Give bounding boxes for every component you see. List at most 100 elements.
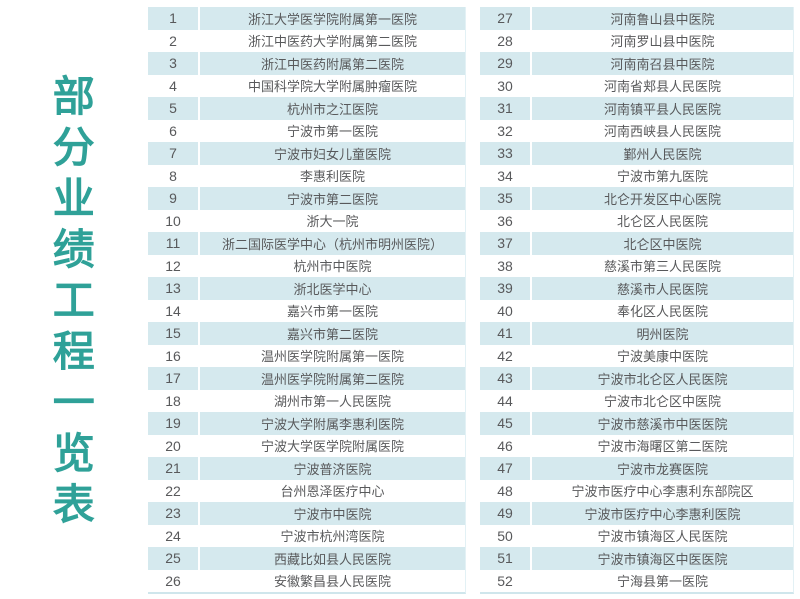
- row-number-cell: 18: [148, 389, 200, 412]
- row-number-cell: 41: [480, 322, 532, 345]
- table-row: 38 慈溪市第三人民医院: [480, 254, 793, 277]
- row-number-cell: 28: [480, 29, 532, 52]
- row-number-cell: 31: [480, 97, 532, 120]
- hospital-name-cell: 宁波市第九医院: [616, 169, 708, 185]
- row-number-cell: 15: [148, 322, 200, 345]
- row-number-cell: 7: [148, 142, 200, 165]
- hospital-name-cell: 温州医学院附属第一医院: [260, 349, 404, 365]
- row-number-cell: 6: [148, 119, 200, 142]
- hospital-name-cell: 湖州市第一人民医院: [273, 394, 391, 410]
- table-row: 33 鄞州人民医院: [480, 142, 793, 165]
- table-row: 26 安徽繁昌县人民医院: [148, 569, 465, 592]
- row-number-cell: 47: [480, 457, 532, 480]
- hospital-name-cell: 宁波市镇海区人民医院: [597, 529, 728, 545]
- row-number-cell: 42: [480, 344, 532, 367]
- table-row: 6 宁波市第一医院: [148, 119, 465, 142]
- table-row: 51 宁波市镇海区中医医院: [480, 547, 793, 570]
- hospital-name-cell: 北仑开发区中心医院: [603, 191, 721, 207]
- row-number-cell: 11: [148, 232, 200, 255]
- row-number-cell: 32: [480, 119, 532, 142]
- hospital-name-cell: 宁波普济医院: [293, 461, 372, 477]
- hospital-name-cell: 宁波市龙赛医院: [616, 461, 708, 477]
- table-row: 11 浙二国际医学中心（杭州市明州医院）: [148, 232, 465, 255]
- table-row: 23 宁波市中医院: [148, 502, 465, 525]
- hospital-name-cell: 河南鲁山县中医院: [610, 11, 715, 27]
- row-number-cell: 48: [480, 479, 532, 502]
- table-row: 12 杭州市中医院: [148, 254, 465, 277]
- row-number-cell: 22: [148, 479, 200, 502]
- table-row: 52 宁海县第一医院: [480, 569, 793, 592]
- table-row: 45 宁波市慈溪市中医医院: [480, 412, 793, 435]
- hospital-name-cell: 奉化区人民医院: [616, 304, 708, 320]
- row-number-cell: 37: [480, 232, 532, 255]
- table-row: 41 明州医院: [480, 322, 793, 345]
- hospital-table-left: 1 浙江大学医学院附属第一医院 2 浙江中医药大学附属第二医院 3 浙江中医药附…: [148, 7, 466, 594]
- row-number-cell: 46: [480, 434, 532, 457]
- table-row: 34 宁波市第九医院: [480, 164, 793, 187]
- hospital-name-cell: 河南省郏县人民医院: [603, 79, 721, 95]
- row-number-cell: 25: [148, 547, 200, 570]
- hospital-name-cell: 宁波市妇女儿童医院: [273, 146, 391, 162]
- row-number-cell: 30: [480, 74, 532, 97]
- table-row: 4 中国科学院大学附属肿瘤医院: [148, 74, 465, 97]
- hospital-name-cell: 西藏比如县人民医院: [273, 551, 391, 567]
- table-row: 35 北仑开发区中心医院: [480, 187, 793, 210]
- row-number-cell: 8: [148, 164, 200, 187]
- table-row: 9 宁波市第二医院: [148, 187, 465, 210]
- table-row: 10 浙大一院: [148, 209, 465, 232]
- table-row: 24 宁波市杭州湾医院: [148, 524, 465, 547]
- row-number-cell: 35: [480, 187, 532, 210]
- row-number-cell: 10: [148, 209, 200, 232]
- row-number-cell: 44: [480, 389, 532, 412]
- row-number-cell: 33: [480, 142, 532, 165]
- hospital-name-cell: 浙江大学医学院附属第一医院: [247, 11, 417, 27]
- table-row: 40 奉化区人民医院: [480, 299, 793, 322]
- hospital-name-cell: 温州医学院附属第二医院: [260, 371, 404, 387]
- table-row: 15 嘉兴市第二医院: [148, 322, 465, 345]
- table-row: 5 杭州市之江医院: [148, 97, 465, 120]
- hospital-name-cell: 宁海县第一医院: [616, 574, 708, 590]
- row-number-cell: 23: [148, 502, 200, 525]
- table-row: 36 北仑区人民医院: [480, 209, 793, 232]
- hospital-name-cell: 北仑区人民医院: [616, 214, 708, 230]
- table-row: 42 宁波美康中医院: [480, 344, 793, 367]
- row-number-cell: 1: [148, 7, 200, 30]
- table-row: 1 浙江大学医学院附属第一医院: [148, 7, 465, 30]
- table-row: 19 宁波大学附属李惠利医院: [148, 412, 465, 435]
- hospital-table-right: 27 河南鲁山县中医院 28 河南罗山县中医院 29 河南南召县中医院 30 河…: [480, 7, 794, 594]
- table-row: 48 宁波市医疗中心李惠利东部院区: [480, 479, 793, 502]
- table-row: 21 宁波普济医院: [148, 457, 465, 480]
- hospital-name-cell: 中国科学院大学附属肿瘤医院: [247, 79, 417, 95]
- hospital-name-cell: 宁波市北仑区人民医院: [597, 371, 728, 387]
- row-number-cell: 9: [148, 187, 200, 210]
- row-number-cell: 17: [148, 367, 200, 390]
- table-row: 14 嘉兴市第一医院: [148, 299, 465, 322]
- row-number-cell: 50: [480, 524, 532, 547]
- hospital-name-cell: 宁波大学附属李惠利医院: [260, 416, 404, 432]
- row-number-cell: 5: [148, 97, 200, 120]
- row-number-cell: 4: [148, 74, 200, 97]
- table-row: 8 李惠利医院: [148, 164, 465, 187]
- hospital-name-cell: 李惠利医院: [299, 169, 365, 185]
- hospital-name-cell: 河南罗山县中医院: [610, 34, 715, 50]
- row-number-cell: 26: [148, 569, 200, 592]
- hospital-name-cell: 宁波市医疗中心李惠利医院: [584, 506, 741, 522]
- table-row: 17 温州医学院附属第二医院: [148, 367, 465, 390]
- hospital-name-cell: 慈溪市人民医院: [616, 281, 708, 297]
- row-number-cell: 12: [148, 254, 200, 277]
- row-number-cell: 49: [480, 502, 532, 525]
- table-row: 7 宁波市妇女儿童医院: [148, 142, 465, 165]
- row-number-cell: 16: [148, 344, 200, 367]
- hospital-name-cell: 河南镇平县人民医院: [603, 101, 721, 117]
- row-number-cell: 3: [148, 52, 200, 75]
- hospital-name-cell: 浙江中医药附属第二医院: [260, 56, 404, 72]
- table-row: 2 浙江中医药大学附属第二医院: [148, 29, 465, 52]
- row-number-cell: 29: [480, 52, 532, 75]
- table-row: 47 宁波市龙赛医院: [480, 457, 793, 480]
- hospital-name-cell: 宁波美康中医院: [616, 349, 708, 365]
- hospital-name-cell: 浙江中医药大学附属第二医院: [247, 34, 417, 50]
- hospital-name-cell: 嘉兴市第一医院: [286, 304, 378, 320]
- table-row: 37 北仑区中医院: [480, 232, 793, 255]
- hospital-name-cell: 河南南召县中医院: [610, 56, 715, 72]
